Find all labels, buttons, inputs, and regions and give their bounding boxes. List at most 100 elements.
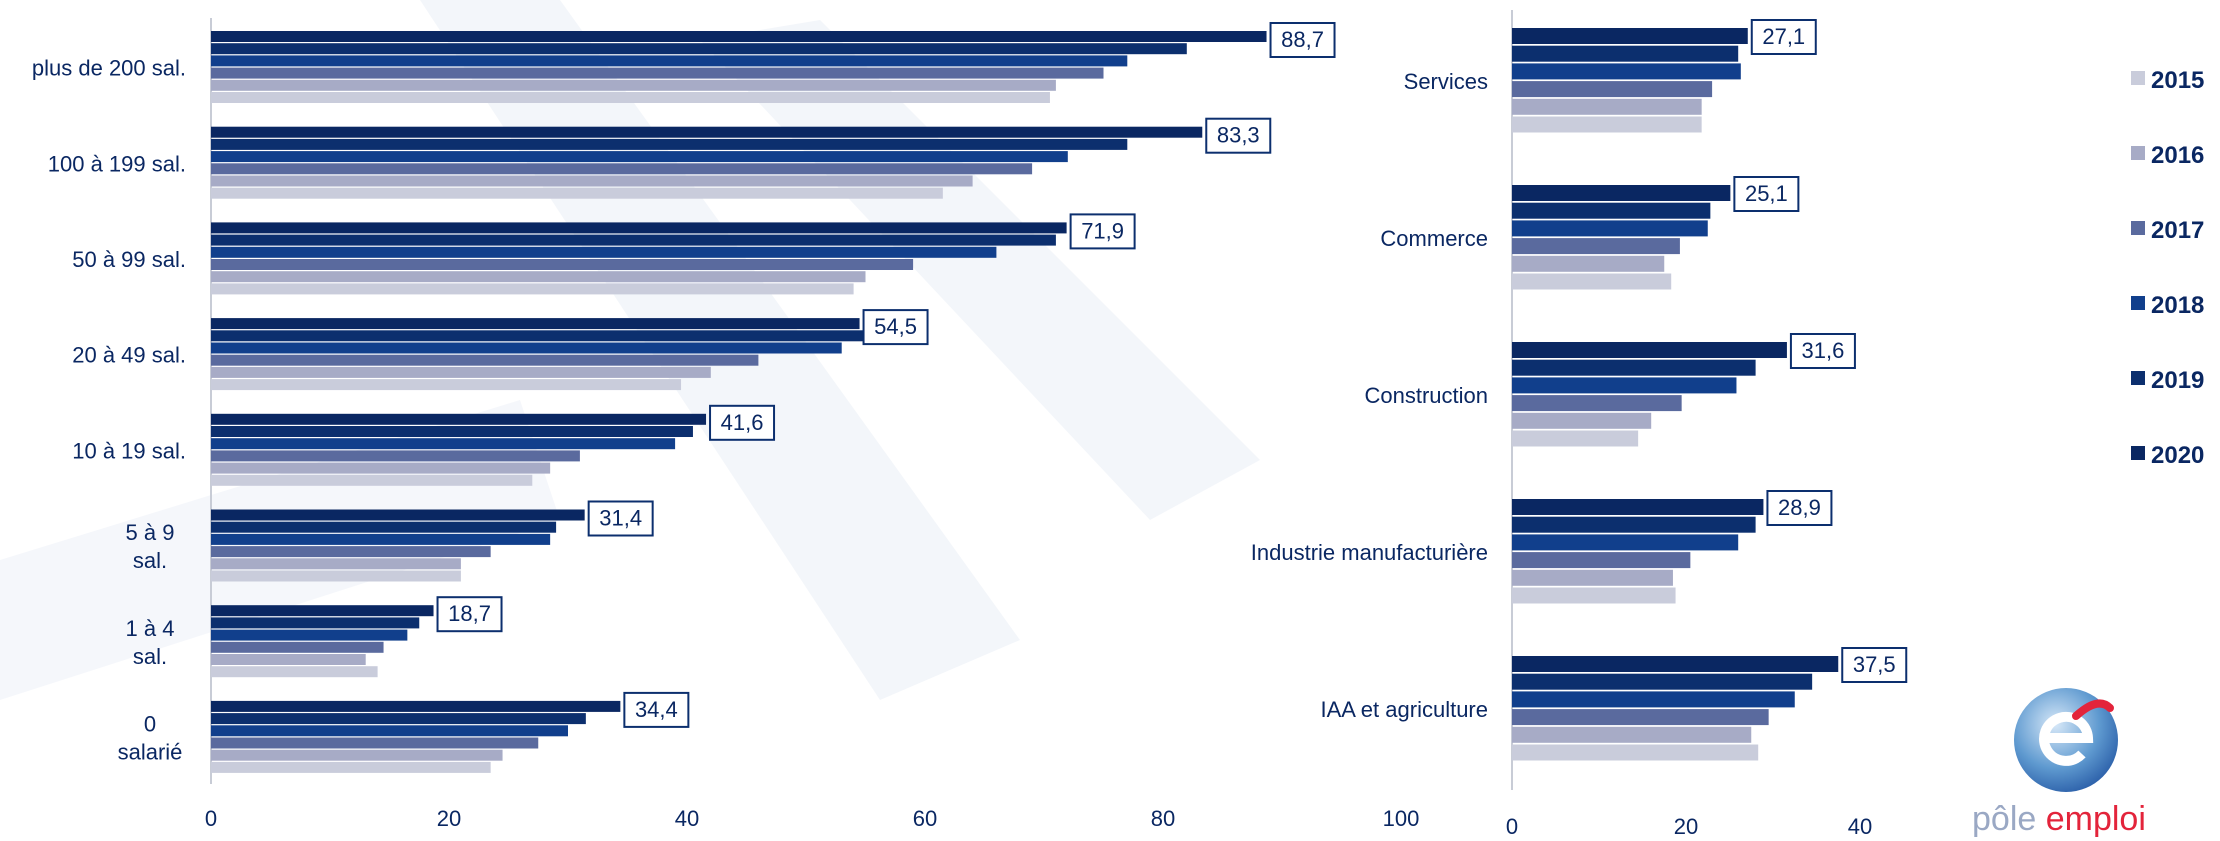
bar-2017 <box>211 546 491 558</box>
category-group: 31,4 5 à 9 sal. <box>126 500 654 582</box>
value-label-box <box>1733 176 1800 212</box>
logo-text-part1: pôle <box>1972 800 2046 838</box>
bar-2019 <box>211 617 420 629</box>
category-label: 50 à 99 sal. <box>72 247 186 272</box>
bar-2018 <box>211 342 842 354</box>
legend-swatch <box>2131 296 2145 310</box>
bar-2017 <box>211 354 759 366</box>
category-group: 34,4 0 salarié <box>118 691 690 773</box>
x-tick-label: 40 <box>675 806 699 831</box>
bar-2018 <box>1512 63 1741 80</box>
bar-2015 <box>1512 744 1759 761</box>
value-label-box <box>1789 333 1856 369</box>
x-tick-label: 20 <box>1674 814 1698 836</box>
bar-2018 <box>211 151 1068 163</box>
legend-label: 2019 <box>2151 367 2204 394</box>
value-label-box <box>623 691 690 728</box>
value-label: 54,5 <box>874 314 917 339</box>
bar-2016 <box>211 558 461 570</box>
bar-2017 <box>211 737 539 749</box>
bar-2017 <box>1512 395 1682 412</box>
bar-2016 <box>211 749 503 761</box>
category-group: 83,3 100 à 199 sal. <box>48 117 1272 199</box>
category-group: 25,1 Commerce <box>1380 176 1800 290</box>
bar-2019 <box>211 713 586 725</box>
bar-2019 <box>211 138 1128 150</box>
bar-2019 <box>1512 516 1756 533</box>
legend-label: 2015 <box>2151 67 2204 94</box>
bar-2018 <box>211 55 1128 67</box>
legend-item: 2015 <box>2131 67 2204 94</box>
bar-2020 <box>211 31 1267 42</box>
pole-emploi-logo <box>1966 676 2206 836</box>
legend-swatch <box>2131 446 2145 460</box>
bar-2018 <box>211 629 408 641</box>
x-tick-label: 100 <box>1383 806 1420 831</box>
bar-2015 <box>211 187 943 199</box>
value-label-box <box>1766 490 1833 526</box>
value-label-box <box>1205 117 1272 154</box>
bar-2020 <box>211 126 1203 138</box>
category-label: plus de 200 sal. <box>32 56 186 81</box>
legend-swatch <box>2131 71 2145 85</box>
legend-item: 2018 <box>2131 292 2204 319</box>
bar-2020 <box>1512 656 1839 672</box>
bar-2015 <box>211 474 533 486</box>
bar-2018 <box>211 725 568 737</box>
bar-2018 <box>211 438 676 450</box>
bar-2020 <box>211 700 621 712</box>
bar-2018 <box>1512 377 1737 394</box>
category-label: Commerce <box>1380 226 1488 251</box>
category-label: 0 <box>144 712 156 737</box>
bar-2016 <box>211 654 366 665</box>
bar-2016 <box>1512 726 1752 743</box>
category-label: IAA et agriculture <box>1320 697 1488 722</box>
category-label: sal. <box>133 548 167 573</box>
legend-label: 2018 <box>2151 292 2204 319</box>
category-group: 41,6 10 à 19 sal. <box>72 404 776 486</box>
bar-2017 <box>211 450 580 462</box>
bar-2015 <box>211 570 461 582</box>
chart-company-size: 88,7 plus de 200 sal. 83,3 100 à 199 sal. 71… <box>32 18 1419 831</box>
legend-swatch <box>2131 221 2145 235</box>
chart-sector: 27,1 Services 25,1 Commerce 31,6 Construction… <box>1251 10 1908 836</box>
bar-2015 <box>211 379 682 391</box>
legend-label: 2016 <box>2151 142 2204 169</box>
value-label-box <box>1069 213 1136 250</box>
bar-2017 <box>1512 552 1691 569</box>
category-label: Construction <box>1364 383 1488 408</box>
legend-swatch <box>2131 371 2145 385</box>
bar-2016 <box>1512 412 1652 429</box>
legend-item: 2019 <box>2131 367 2204 394</box>
category-group: 54,5 20 à 49 sal. <box>72 309 929 391</box>
bar-2020 <box>1512 342 1787 358</box>
value-label-box <box>1841 647 1908 683</box>
x-tick-label: 80 <box>1151 806 1175 831</box>
value-label: 37,5 <box>1853 652 1896 677</box>
logo-wordmark: pôle emploi <box>1972 800 2146 839</box>
value-label: 28,9 <box>1778 495 1821 520</box>
category-label: 5 à 9 <box>126 520 175 545</box>
legend-swatch <box>2131 146 2145 160</box>
bar-2017 <box>211 67 1104 79</box>
bar-2015 <box>1512 116 1702 133</box>
value-label-box <box>436 596 503 633</box>
value-label: 41,6 <box>721 410 764 435</box>
bar-2017 <box>1512 709 1769 726</box>
bar-2016 <box>211 366 711 378</box>
bar-2020 <box>211 222 1067 234</box>
category-label: sal. <box>133 644 167 669</box>
category-group: 37,5 IAA et agriculture <box>1320 647 1908 761</box>
bar-2019 <box>211 330 866 342</box>
value-label-box <box>1750 19 1817 55</box>
bar-2019 <box>211 234 1056 246</box>
bar-2020 <box>1512 499 1764 515</box>
bar-2016 <box>211 175 973 187</box>
bar-2017 <box>1512 81 1713 98</box>
bar-2019 <box>1512 673 1813 690</box>
bar-2015 <box>1512 587 1676 604</box>
category-group: 28,9 Industrie manufacturière <box>1251 490 1833 604</box>
bar-2018 <box>1512 220 1708 237</box>
x-tick-label: 40 <box>1848 814 1872 836</box>
